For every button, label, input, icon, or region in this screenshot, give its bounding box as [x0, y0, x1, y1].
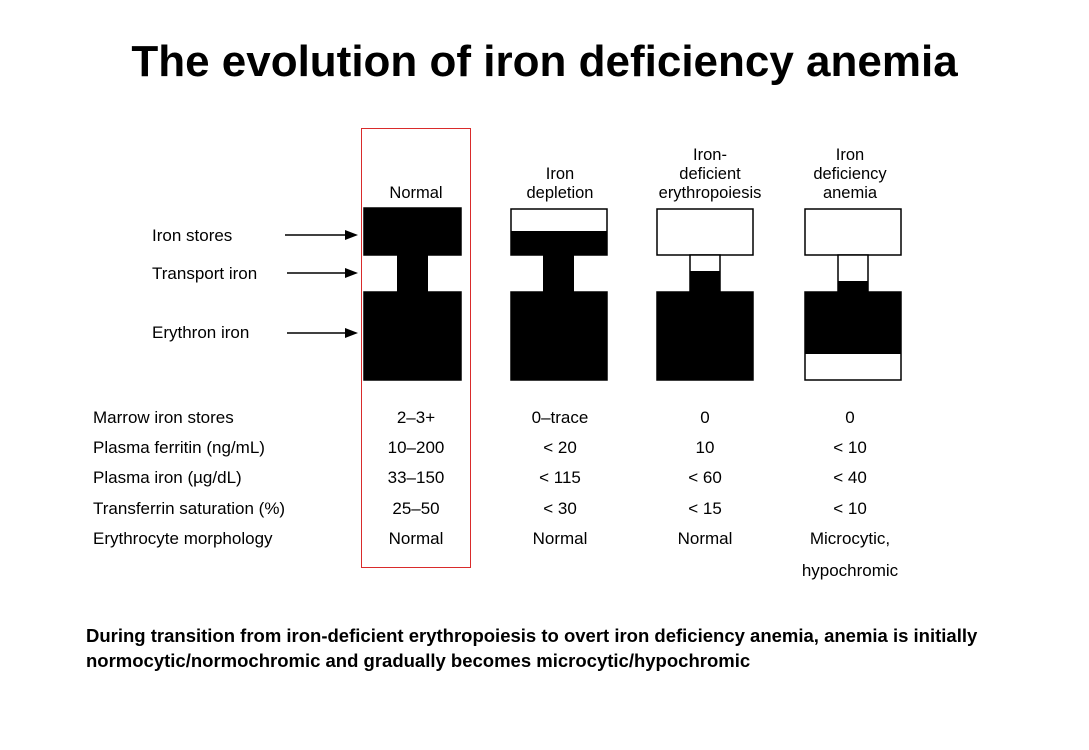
- ida-stores-block: [804, 208, 902, 256]
- stage-label-iron-deficient-erythropoiesis: Iron- deficient erythropoiesis: [658, 146, 762, 202]
- label-iron-stores: Iron stores: [152, 226, 233, 245]
- param-label-erythrocyte-morphology: Erythrocyte morphology: [93, 529, 273, 548]
- value-morphology-ide: Normal: [677, 529, 733, 548]
- value-ferritin-ide: 10: [695, 438, 715, 457]
- stage-label-iron-deficiency-anemia: Iron deficiency anemia: [813, 146, 887, 202]
- value-ferritin-normal: 10–200: [387, 438, 445, 457]
- arrow-erythron-iron: [287, 328, 358, 338]
- param-label-marrow-iron-stores: Marrow iron stores: [93, 408, 234, 427]
- value-marrow-normal: 2–3+: [396, 408, 436, 427]
- stage-diagram-iron-deficient-erythropoiesis: [656, 208, 754, 381]
- value-morphology-ida-line2: hypochromic: [801, 561, 899, 580]
- value-marrow-depletion: 0–trace: [531, 408, 589, 427]
- page-title: The evolution of iron deficiency anemia: [131, 37, 958, 86]
- ide-transport-fill: [690, 271, 720, 292]
- stage-label-iron-depletion: Iron depletion: [526, 165, 594, 202]
- depletion-transport-block: [543, 255, 574, 292]
- param-label-plasma-iron: Plasma iron (µg/dL): [93, 468, 242, 487]
- arrow-iron-stores: [285, 230, 358, 240]
- value-morphology-normal: Normal: [388, 529, 444, 548]
- label-erythron-iron: Erythron iron: [152, 323, 250, 342]
- value-plasma-iron-ida: < 40: [833, 468, 867, 487]
- value-saturation-depletion: < 30: [543, 499, 577, 518]
- value-plasma-iron-depletion: < 115: [539, 468, 581, 487]
- value-morphology-ida: Microcytic,: [809, 529, 891, 548]
- param-label-plasma-ferritin: Plasma ferritin (ng/mL): [93, 438, 265, 457]
- value-marrow-ide: 0: [700, 408, 710, 427]
- param-label-transferrin-saturation: Transferrin saturation (%): [93, 499, 286, 518]
- label-transport-iron: Transport iron: [152, 264, 258, 283]
- value-saturation-normal: 25–50: [392, 499, 440, 518]
- caption-text: During transition from iron-deficient er…: [86, 625, 978, 671]
- depletion-stores-fill: [511, 231, 607, 255]
- normal-column-highlight: [361, 128, 471, 568]
- stage-label-normal: Normal: [389, 184, 443, 202]
- stage-diagram-iron-depletion: [510, 208, 608, 381]
- normal-transport-block: [397, 255, 428, 292]
- ida-erythron-fill: [805, 292, 901, 354]
- normal-erythron-block: [363, 291, 462, 381]
- value-morphology-depletion: Normal: [532, 529, 588, 548]
- value-ferritin-depletion: < 20: [543, 438, 577, 457]
- ida-transport-fill: [838, 281, 868, 292]
- ide-stores-block: [656, 208, 754, 256]
- value-marrow-ida: 0: [845, 408, 855, 427]
- stage-diagram-normal: [363, 207, 462, 381]
- value-ferritin-ida: < 10: [833, 438, 867, 457]
- arrow-transport-iron: [287, 268, 358, 278]
- ide-erythron-block: [656, 291, 754, 381]
- stage-diagram-iron-deficiency-anemia: [804, 208, 902, 381]
- value-saturation-ide: < 15: [688, 499, 722, 518]
- value-saturation-ida: < 10: [833, 499, 867, 518]
- normal-stores-block: [363, 207, 462, 256]
- depletion-erythron-block: [510, 291, 608, 381]
- value-plasma-iron-ide: < 60: [688, 468, 722, 487]
- value-plasma-iron-normal: 33–150: [387, 468, 445, 487]
